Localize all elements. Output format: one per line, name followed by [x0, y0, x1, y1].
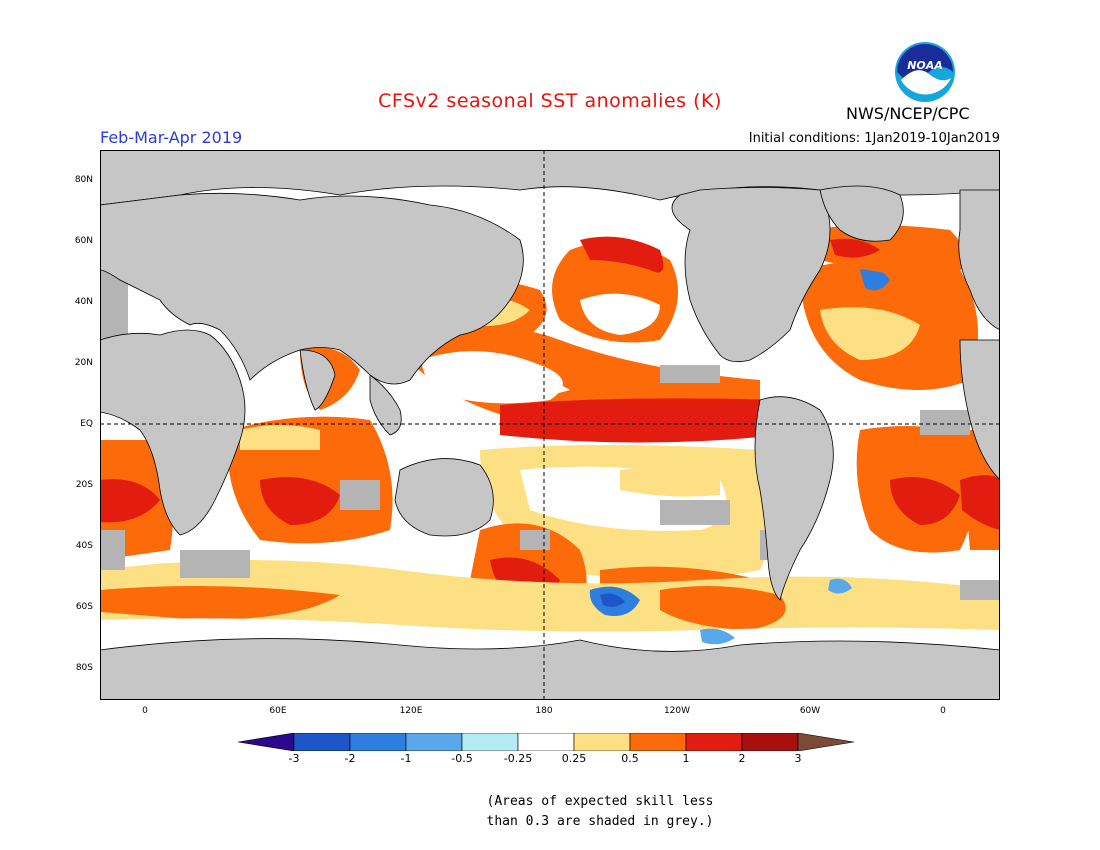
lon-label-60e: 60E [269, 706, 287, 716]
skill-note-line-2: than 0.3 are shaded in grey.) [486, 814, 714, 829]
lon-label-120e: 120E [399, 706, 423, 716]
colorbar-cell [685, 733, 743, 751]
noaa-logo-text: NOAA [907, 59, 943, 72]
lat-label-80n: 80N [74, 175, 93, 185]
africa-east [959, 339, 1000, 481]
india [299, 349, 336, 411]
south-america [754, 396, 834, 601]
anomaly-fields [100, 198, 1000, 650]
lat-label-eq: EQ [80, 419, 93, 429]
colorbar [238, 733, 855, 751]
colorbar-label: 0.5 [621, 752, 639, 765]
lat-label-20s: 20S [75, 480, 93, 490]
season-label: Feb-Mar-Apr 2019 [100, 128, 243, 147]
lat-label-20n: 20N [74, 358, 93, 368]
colorbar-label: 3 [794, 752, 802, 765]
colorbar-label: 2 [738, 752, 746, 765]
africa [100, 329, 246, 536]
colorbar-cell [293, 733, 351, 751]
colorbar-cell [517, 733, 575, 751]
greenland [819, 185, 904, 242]
eurasia [100, 192, 524, 385]
lat-label-40n: 40N [74, 297, 93, 307]
colorbar-label: -1 [400, 752, 412, 765]
lon-label-60w: 60W [799, 706, 821, 716]
colorbar-label: -0.5 [451, 752, 473, 765]
lat-label-60s: 60S [75, 602, 93, 612]
colorbar-label: 1 [682, 752, 690, 765]
lat-label-80s: 80S [75, 663, 93, 673]
colorbar-cell-high-extreme [797, 733, 855, 751]
skill-note-line-1: (Areas of expected skill less [486, 794, 714, 809]
lon-label-0-left: 0 [142, 706, 148, 716]
map-title: CFSv2 seasonal SST anomalies (K) [378, 90, 722, 112]
land-masses [100, 150, 1000, 700]
agency-label: NWS/NCEP/CPC [846, 104, 970, 123]
colorbar-label: 0.25 [561, 752, 587, 765]
lon-label-120w: 120W [663, 706, 691, 716]
sst-anomaly-map [100, 150, 1000, 700]
lon-label-0-right: 0 [940, 706, 946, 716]
australia [394, 458, 494, 537]
colorbar-cell-low-extreme [238, 733, 295, 751]
colorbar-cell [741, 733, 799, 751]
europe-east [958, 189, 1000, 331]
skill-note: (Areas of expected skill less than 0.3 a… [440, 792, 760, 832]
colorbar-label: -0.25 [503, 752, 533, 765]
colorbar-label: -3 [288, 752, 300, 765]
lon-label-180: 180 [535, 706, 553, 716]
se-asia [369, 374, 402, 436]
noaa-logo: NOAA [893, 40, 957, 108]
lat-label-60n: 60N [74, 236, 93, 246]
colorbar-cell [349, 733, 407, 751]
colorbar-cell [461, 733, 519, 751]
colorbar-label: -2 [344, 752, 356, 765]
initial-conditions-label: Initial conditions: 1Jan2019-10Jan2019 [748, 131, 1000, 146]
lat-label-40s: 40S [75, 541, 93, 551]
colorbar-cell [573, 733, 631, 751]
antarctica [100, 638, 1000, 700]
colorbar-cell [629, 733, 687, 751]
colorbar-cell [405, 733, 463, 751]
